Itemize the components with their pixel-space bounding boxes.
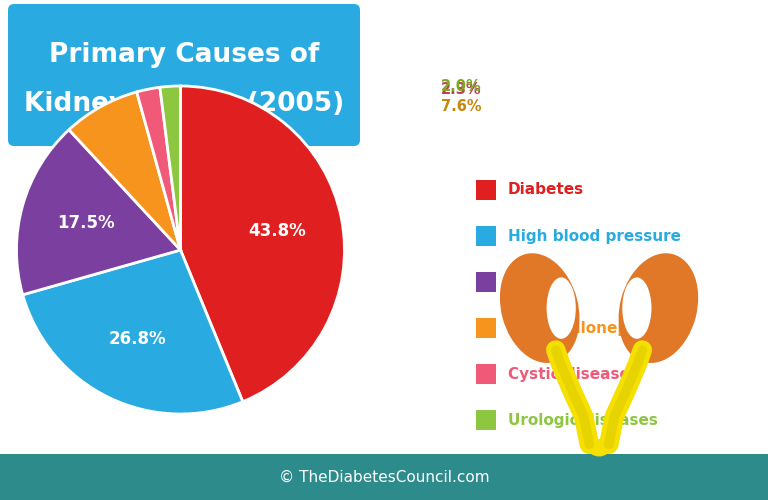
Wedge shape	[23, 250, 243, 414]
Ellipse shape	[588, 439, 611, 456]
Wedge shape	[180, 86, 345, 402]
Wedge shape	[16, 130, 180, 295]
Bar	[476, 364, 496, 384]
Text: High blood pressure: High blood pressure	[508, 228, 681, 244]
Bar	[476, 272, 496, 292]
Bar	[476, 410, 496, 430]
Ellipse shape	[547, 278, 576, 339]
Bar	[476, 226, 496, 246]
Text: Urologic diseases: Urologic diseases	[508, 412, 658, 428]
Wedge shape	[69, 92, 180, 250]
Bar	[476, 318, 496, 338]
Text: Other: Other	[508, 274, 557, 289]
Wedge shape	[160, 86, 180, 250]
Text: 2.3%: 2.3%	[442, 82, 482, 96]
Ellipse shape	[500, 253, 580, 363]
Text: 43.8%: 43.8%	[248, 222, 306, 240]
Text: 7.6%: 7.6%	[442, 100, 482, 114]
Text: Primary Causes of: Primary Causes of	[49, 42, 319, 68]
Text: © TheDiabetesCouncil.com: © TheDiabetesCouncil.com	[279, 470, 489, 484]
Text: 2.0%: 2.0%	[442, 79, 482, 94]
Text: Diabetes: Diabetes	[508, 182, 584, 198]
Wedge shape	[137, 88, 180, 250]
Text: Cystic disease: Cystic disease	[508, 366, 630, 382]
Ellipse shape	[622, 278, 651, 339]
Bar	[0, 454, 768, 500]
Text: 17.5%: 17.5%	[57, 214, 114, 232]
Ellipse shape	[618, 253, 698, 363]
Text: Kidney Failure (2005): Kidney Failure (2005)	[24, 90, 344, 117]
Text: Glomerulonephritis: Glomerulonephritis	[508, 320, 674, 336]
Text: 26.8%: 26.8%	[108, 330, 167, 347]
Bar	[476, 180, 496, 200]
FancyBboxPatch shape	[8, 4, 360, 146]
